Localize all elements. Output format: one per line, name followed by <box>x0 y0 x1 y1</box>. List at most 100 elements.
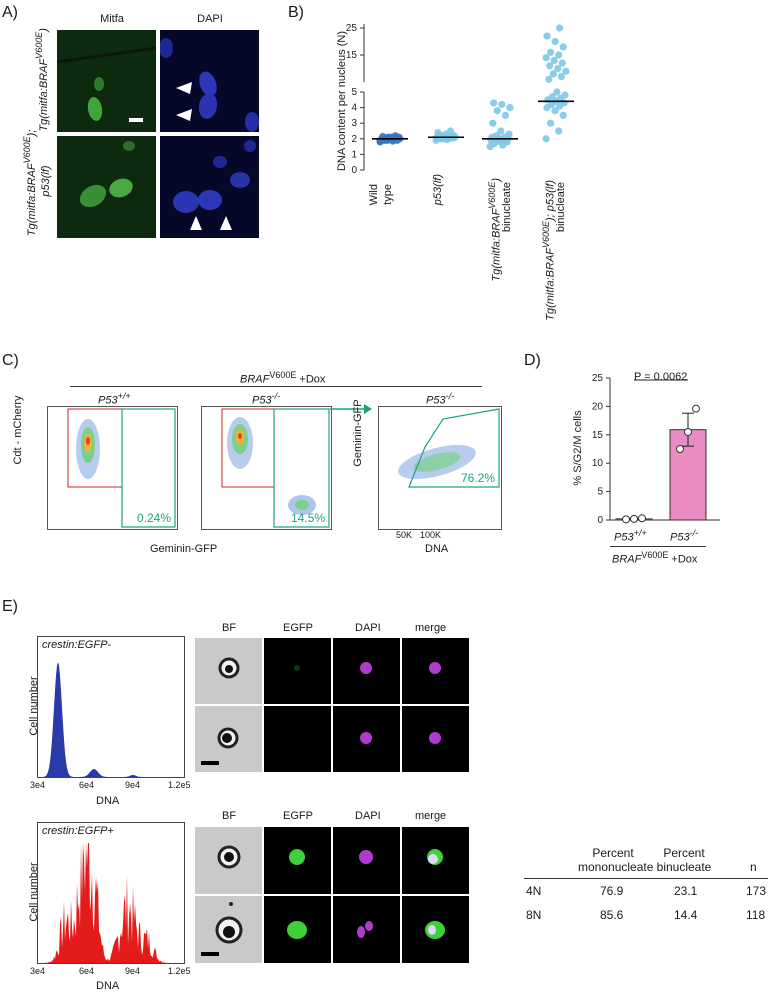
b-point <box>561 91 569 99</box>
b-point <box>501 111 509 119</box>
d-point <box>638 514 646 523</box>
mitfa-image-row1 <box>57 30 156 132</box>
b-point <box>556 24 564 32</box>
b-point <box>505 130 513 138</box>
mitfa-column-header: Mitfa <box>100 13 124 25</box>
d-tick-label: 15 <box>592 430 604 441</box>
b-point <box>497 127 505 135</box>
e1-tick3: 9e4 <box>125 780 141 790</box>
b-point <box>562 67 570 75</box>
dapi-column-header: DAPI <box>197 13 223 25</box>
b-point <box>547 119 555 127</box>
panel-b-dots <box>372 24 574 151</box>
b-point <box>559 111 567 119</box>
b-point <box>549 70 557 78</box>
dapi-image-row2 <box>160 136 259 238</box>
c-pct3: 76.2% <box>460 471 495 485</box>
arrowhead-icon <box>220 216 232 230</box>
b-point <box>384 133 392 141</box>
b-cat4-line2: binucleate <box>555 182 567 233</box>
e-col-bf-1: BF <box>222 622 237 634</box>
e-col-merge-1: merge <box>415 622 447 634</box>
table-header-bi: Percent binucleate <box>656 846 712 874</box>
arrowhead-icon <box>176 82 192 94</box>
b-tick-label: 4 <box>351 103 357 114</box>
b-point <box>498 100 506 109</box>
b-tick-label: 25 <box>346 23 358 34</box>
b-cat1-line1: Wild <box>368 184 380 206</box>
e2-tick4: 1.2e5 <box>168 966 191 976</box>
d-point <box>630 514 638 523</box>
c-plot1-title: P53+/+ <box>98 391 131 407</box>
e1-tick1: 3e4 <box>30 780 46 790</box>
e2-tick3: 9e4 <box>125 966 141 976</box>
b-point <box>506 104 514 112</box>
b-point <box>555 127 563 135</box>
mitfa-image-row2 <box>57 136 156 238</box>
b-point <box>542 54 550 62</box>
b-point <box>554 64 562 73</box>
c-tick-50k: 50K <box>396 530 413 540</box>
b-point <box>542 135 550 143</box>
b-cat3-line2: binucleate <box>501 182 513 233</box>
b-point <box>557 73 565 81</box>
b-point <box>446 127 455 135</box>
flow-plot-1: 0.24% <box>47 406 178 530</box>
d-tick-label: 20 <box>592 401 604 412</box>
e1-tick2: 6e4 <box>79 780 95 790</box>
e-ylabel2: Cell number <box>28 862 40 922</box>
table-header-mono: Percent mononucleate <box>578 846 654 874</box>
b-tick-label: 15 <box>346 50 358 61</box>
b-point <box>555 51 563 59</box>
imaging-row-4 <box>195 896 469 963</box>
d-tick-label: 10 <box>592 458 604 469</box>
flow-plot-3: 76.2% <box>378 406 502 530</box>
d-footer-line <box>610 546 706 547</box>
b-point <box>546 62 554 70</box>
d-cat1: P53+/+ <box>614 528 647 544</box>
row2-label-line1: Tg(mitfa:BRAFV600E); <box>22 129 38 237</box>
e-col-dapi-2: DAPI <box>355 810 381 822</box>
b-point <box>551 107 559 115</box>
c-plot2-title: P53-/- <box>252 391 281 407</box>
c-pct2: 14.5% <box>290 511 325 525</box>
panel-c-header: BRAFV600E +Dox <box>240 370 326 386</box>
e-col-dapi-1: DAPI <box>355 622 381 634</box>
b-point <box>490 99 498 107</box>
histogram-egfp-pos: crestin:EGFP+ <box>37 822 185 964</box>
e2-tick1: 3e4 <box>30 966 46 976</box>
histogram-egfp-neg: crestin:EGFP- <box>37 636 185 778</box>
d-point <box>692 404 700 413</box>
hist2-trace <box>38 843 184 963</box>
d-tick-label: 0 <box>597 515 603 526</box>
b-cat1-line2: type <box>382 184 394 205</box>
d-tick-label: 25 <box>592 373 604 384</box>
b-cat2: p53(lf) <box>432 174 444 206</box>
b-point <box>493 107 501 115</box>
hist1-trace <box>38 662 184 777</box>
d-point <box>684 427 692 436</box>
hist1-title: crestin:EGFP- <box>42 639 112 651</box>
b-point <box>558 59 566 67</box>
c-tick-100k: 100K <box>420 530 442 540</box>
c-plot3-title: P53-/- <box>426 391 455 407</box>
table-header-n: n <box>750 860 757 874</box>
e-ylabel1: Cell number <box>28 676 40 736</box>
row2-label-line2: p53(lf) <box>40 165 52 197</box>
b-point <box>548 93 556 101</box>
b-point <box>435 132 443 140</box>
d-point <box>622 515 630 524</box>
arrow-icon <box>330 404 372 414</box>
b-point <box>545 75 553 83</box>
arrowhead-icon <box>190 216 202 230</box>
hist2-title: crestin:EGFP+ <box>42 825 114 837</box>
b-point <box>543 32 551 40</box>
table-row: 4N 76.9 23.1 173 <box>526 884 767 898</box>
d-tick-label: 5 <box>597 487 603 498</box>
b-tick-label: 5 <box>351 87 357 98</box>
imaging-row-1 <box>195 638 469 704</box>
imaging-row-2 <box>195 706 469 772</box>
flow-plot-2: 14.5% <box>201 406 332 530</box>
dapi-image-row1 <box>160 30 259 132</box>
panel-c-label: C) <box>2 352 19 369</box>
